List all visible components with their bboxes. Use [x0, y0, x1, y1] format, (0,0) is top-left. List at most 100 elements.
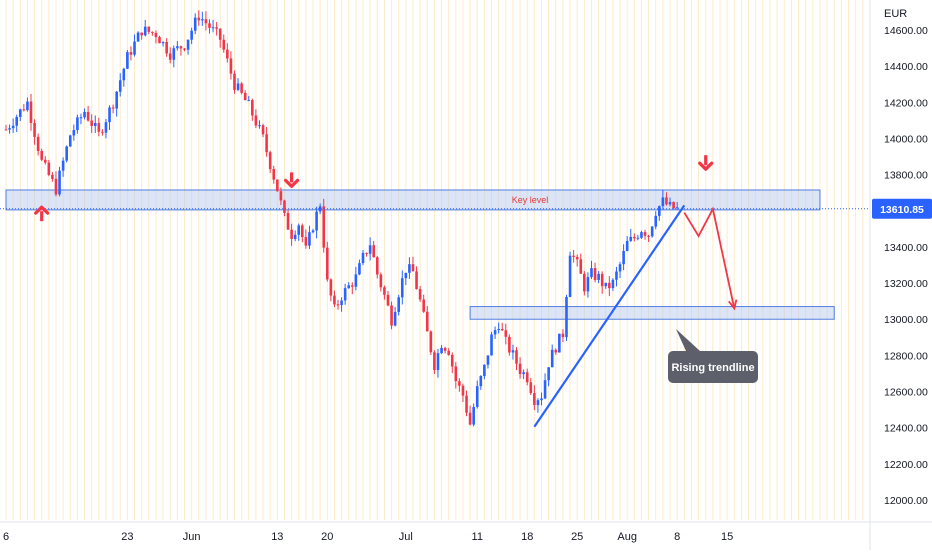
candle-body	[418, 289, 422, 300]
candle-body	[550, 349, 554, 368]
candle-body	[143, 26, 147, 36]
x-tick-label: 15	[721, 531, 733, 543]
candle-body	[286, 212, 290, 230]
candle-body	[33, 122, 36, 137]
candle-body	[311, 230, 315, 233]
candle-body	[172, 48, 176, 60]
candle-body	[129, 52, 133, 55]
candle-body	[375, 257, 379, 275]
candle-body	[575, 256, 579, 260]
candle-body	[308, 232, 311, 246]
candle-body	[558, 333, 561, 353]
candle-body	[222, 39, 226, 50]
y-tick-label: 14200.00	[884, 97, 928, 109]
candle-body	[15, 116, 19, 126]
candle-body	[268, 152, 272, 170]
y-tick-label: 13400.00	[884, 242, 928, 254]
annotations: Rising trendline	[0, 155, 870, 428]
candle-body	[8, 128, 11, 130]
candle-body	[279, 191, 283, 201]
candle-body	[333, 295, 336, 305]
candle-body	[118, 80, 122, 92]
candle-body	[18, 109, 22, 117]
y-tick-label: 13200.00	[884, 278, 928, 290]
candle-body	[468, 412, 472, 425]
candle-body	[622, 250, 625, 265]
y-tick-label: 14400.00	[884, 61, 928, 73]
candle-body	[511, 350, 515, 353]
candle-body	[204, 19, 208, 24]
x-tick-label: 23	[121, 531, 133, 543]
candle-body	[276, 179, 279, 192]
candle-body	[272, 169, 276, 180]
candle-body	[297, 225, 301, 235]
candle-body	[629, 236, 633, 241]
candle-body	[668, 201, 672, 205]
candle-body	[43, 159, 47, 163]
candle-body	[329, 279, 333, 296]
candle-body	[540, 398, 543, 401]
candle-body	[615, 271, 618, 280]
candle-body	[233, 73, 236, 90]
candle-body	[654, 215, 658, 227]
candle-body	[176, 46, 179, 49]
candle-body	[201, 19, 204, 21]
candle-body	[215, 27, 218, 29]
candle-body	[147, 26, 151, 32]
candle-body	[140, 32, 143, 36]
candle-body	[58, 170, 61, 195]
candle-body	[422, 299, 425, 312]
candle-body	[508, 336, 511, 353]
candle-body	[568, 255, 572, 297]
candle-body	[115, 91, 118, 109]
candle-body	[625, 240, 629, 251]
candle-body	[411, 264, 415, 272]
candle-body	[104, 122, 108, 133]
candle-body	[647, 235, 650, 237]
candle-body	[258, 125, 261, 127]
candle-body	[408, 264, 411, 273]
candle-body	[315, 211, 318, 231]
candle-body	[154, 32, 158, 38]
y-tick-label: 13800.00	[884, 170, 928, 182]
candle-body	[36, 136, 40, 151]
candle-body	[136, 32, 140, 42]
candle-body	[29, 101, 33, 123]
y-tick-label: 14000.00	[884, 133, 928, 145]
candle-body	[336, 304, 340, 306]
candle-body	[240, 83, 243, 93]
candle-body	[190, 30, 193, 40]
projection-path	[683, 206, 736, 309]
x-tick-label: 11	[472, 531, 483, 543]
candle-body	[318, 206, 322, 212]
y-tick-label: 12800.00	[884, 350, 928, 362]
candle-body	[611, 279, 615, 289]
candle-body	[443, 347, 447, 351]
candle-body	[368, 245, 372, 254]
vertical-gridlines	[5, 0, 864, 520]
candle-body	[211, 27, 215, 29]
candle-body	[450, 354, 454, 367]
candle-body	[390, 305, 393, 326]
y-tick-label: 14600.00	[884, 25, 928, 37]
candle-body	[229, 58, 233, 74]
candle-body	[490, 334, 493, 356]
candle-body	[608, 282, 611, 289]
candle-body	[251, 100, 254, 116]
currency-label: EUR	[884, 8, 908, 20]
candle-body	[504, 330, 508, 337]
candle-body	[186, 39, 190, 50]
candle-body	[436, 353, 440, 371]
candle-body	[122, 68, 126, 81]
x-tick-label: Jun	[183, 531, 201, 543]
candle-body	[483, 364, 486, 376]
candle-body	[479, 375, 483, 387]
candle-body	[111, 107, 115, 109]
candle-body	[543, 380, 547, 399]
candle-body	[301, 225, 304, 238]
down-arrow-head	[284, 178, 300, 188]
up-arrow-head	[34, 205, 50, 215]
candle-body	[354, 274, 358, 287]
candle-body	[93, 123, 97, 127]
